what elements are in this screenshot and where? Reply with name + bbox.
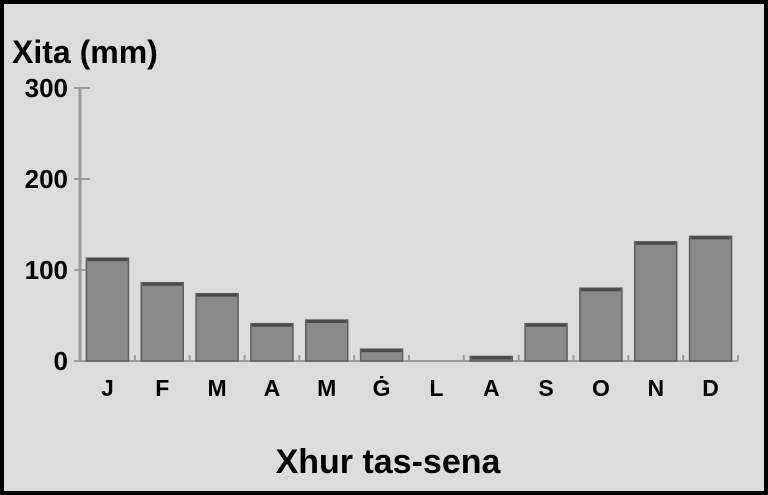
x-tick-label: N	[647, 375, 664, 401]
y-tick-label: 100	[25, 255, 68, 285]
chart-title: Xita (mm)	[12, 34, 158, 70]
bar	[305, 319, 349, 362]
bar	[688, 235, 733, 362]
x-tick-label: Ġ	[373, 375, 391, 401]
x-tick-label: S	[538, 375, 553, 401]
y-tick-label: 300	[25, 73, 68, 103]
bar	[85, 257, 130, 362]
bar	[250, 322, 294, 362]
x-tick-label: A	[264, 375, 281, 401]
x-axis-label: Xhur tas-sena	[275, 443, 501, 481]
bar	[524, 322, 568, 362]
bar	[634, 241, 678, 362]
x-tick-label: L	[429, 375, 443, 401]
x-tick-label: O	[592, 375, 610, 401]
x-tick-label: A	[483, 375, 500, 401]
y-tick-label: 0	[54, 346, 68, 376]
bar	[140, 281, 184, 362]
x-tick-label: M	[317, 375, 336, 401]
bar	[195, 292, 239, 362]
x-tick-label: J	[101, 375, 114, 401]
y-tick-label: 200	[25, 164, 68, 194]
x-tick-label: M	[207, 375, 226, 401]
bar	[579, 287, 623, 362]
x-tick-label: F	[155, 375, 169, 401]
x-tick-label: D	[702, 375, 719, 401]
